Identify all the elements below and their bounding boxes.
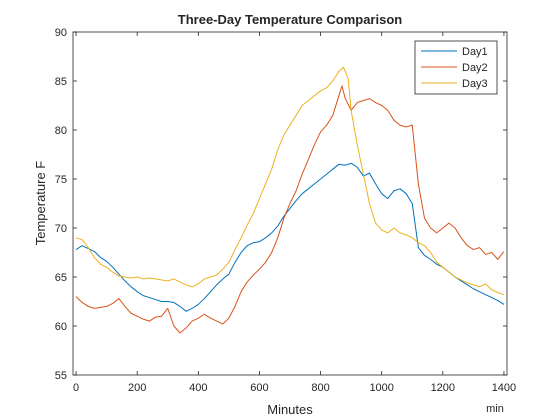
x-tick-label: 1000 <box>369 382 393 394</box>
y-tick-label: 55 <box>55 370 67 382</box>
x-axis-label: Minutes <box>267 402 313 417</box>
series-line-day2 <box>75 85 505 334</box>
series-line-day1 <box>75 162 505 312</box>
series-layer <box>75 66 505 334</box>
x-tick-label: 1400 <box>492 382 516 394</box>
y-tick-label: 60 <box>55 321 67 333</box>
legend: Day1 Day2 Day3 <box>414 40 498 95</box>
legend-label-day3: Day3 <box>462 78 488 90</box>
y-tick-label: 80 <box>55 125 67 137</box>
legend-label-day1: Day1 <box>462 46 488 58</box>
x-tick-label: 200 <box>128 382 146 394</box>
x-tick-label: 800 <box>311 382 329 394</box>
x-tick-label: 0 <box>73 382 79 394</box>
x-tick-label: 400 <box>189 382 207 394</box>
x-axis-unit-label: min <box>486 403 504 415</box>
x-tick-label: 1200 <box>431 382 455 394</box>
legend-label-day2: Day2 <box>462 62 488 74</box>
y-tick-label: 90 <box>55 27 67 39</box>
y-tick-label: 85 <box>55 76 67 88</box>
y-axis-label: Temperature F <box>33 161 48 246</box>
y-tick-label: 70 <box>55 223 67 235</box>
chart-title: Three-Day Temperature Comparison <box>178 12 402 27</box>
y-tick-label: 75 <box>55 174 67 186</box>
ticks-layer: 0 200 400 600 800 1000 1200 1400 55 60 65 70 75 80 85 9… <box>55 27 516 394</box>
series-line-day3 <box>75 66 505 296</box>
y-tick-label: 65 <box>55 272 67 284</box>
x-tick-label: 600 <box>250 382 268 394</box>
plot-frame <box>72 31 508 376</box>
